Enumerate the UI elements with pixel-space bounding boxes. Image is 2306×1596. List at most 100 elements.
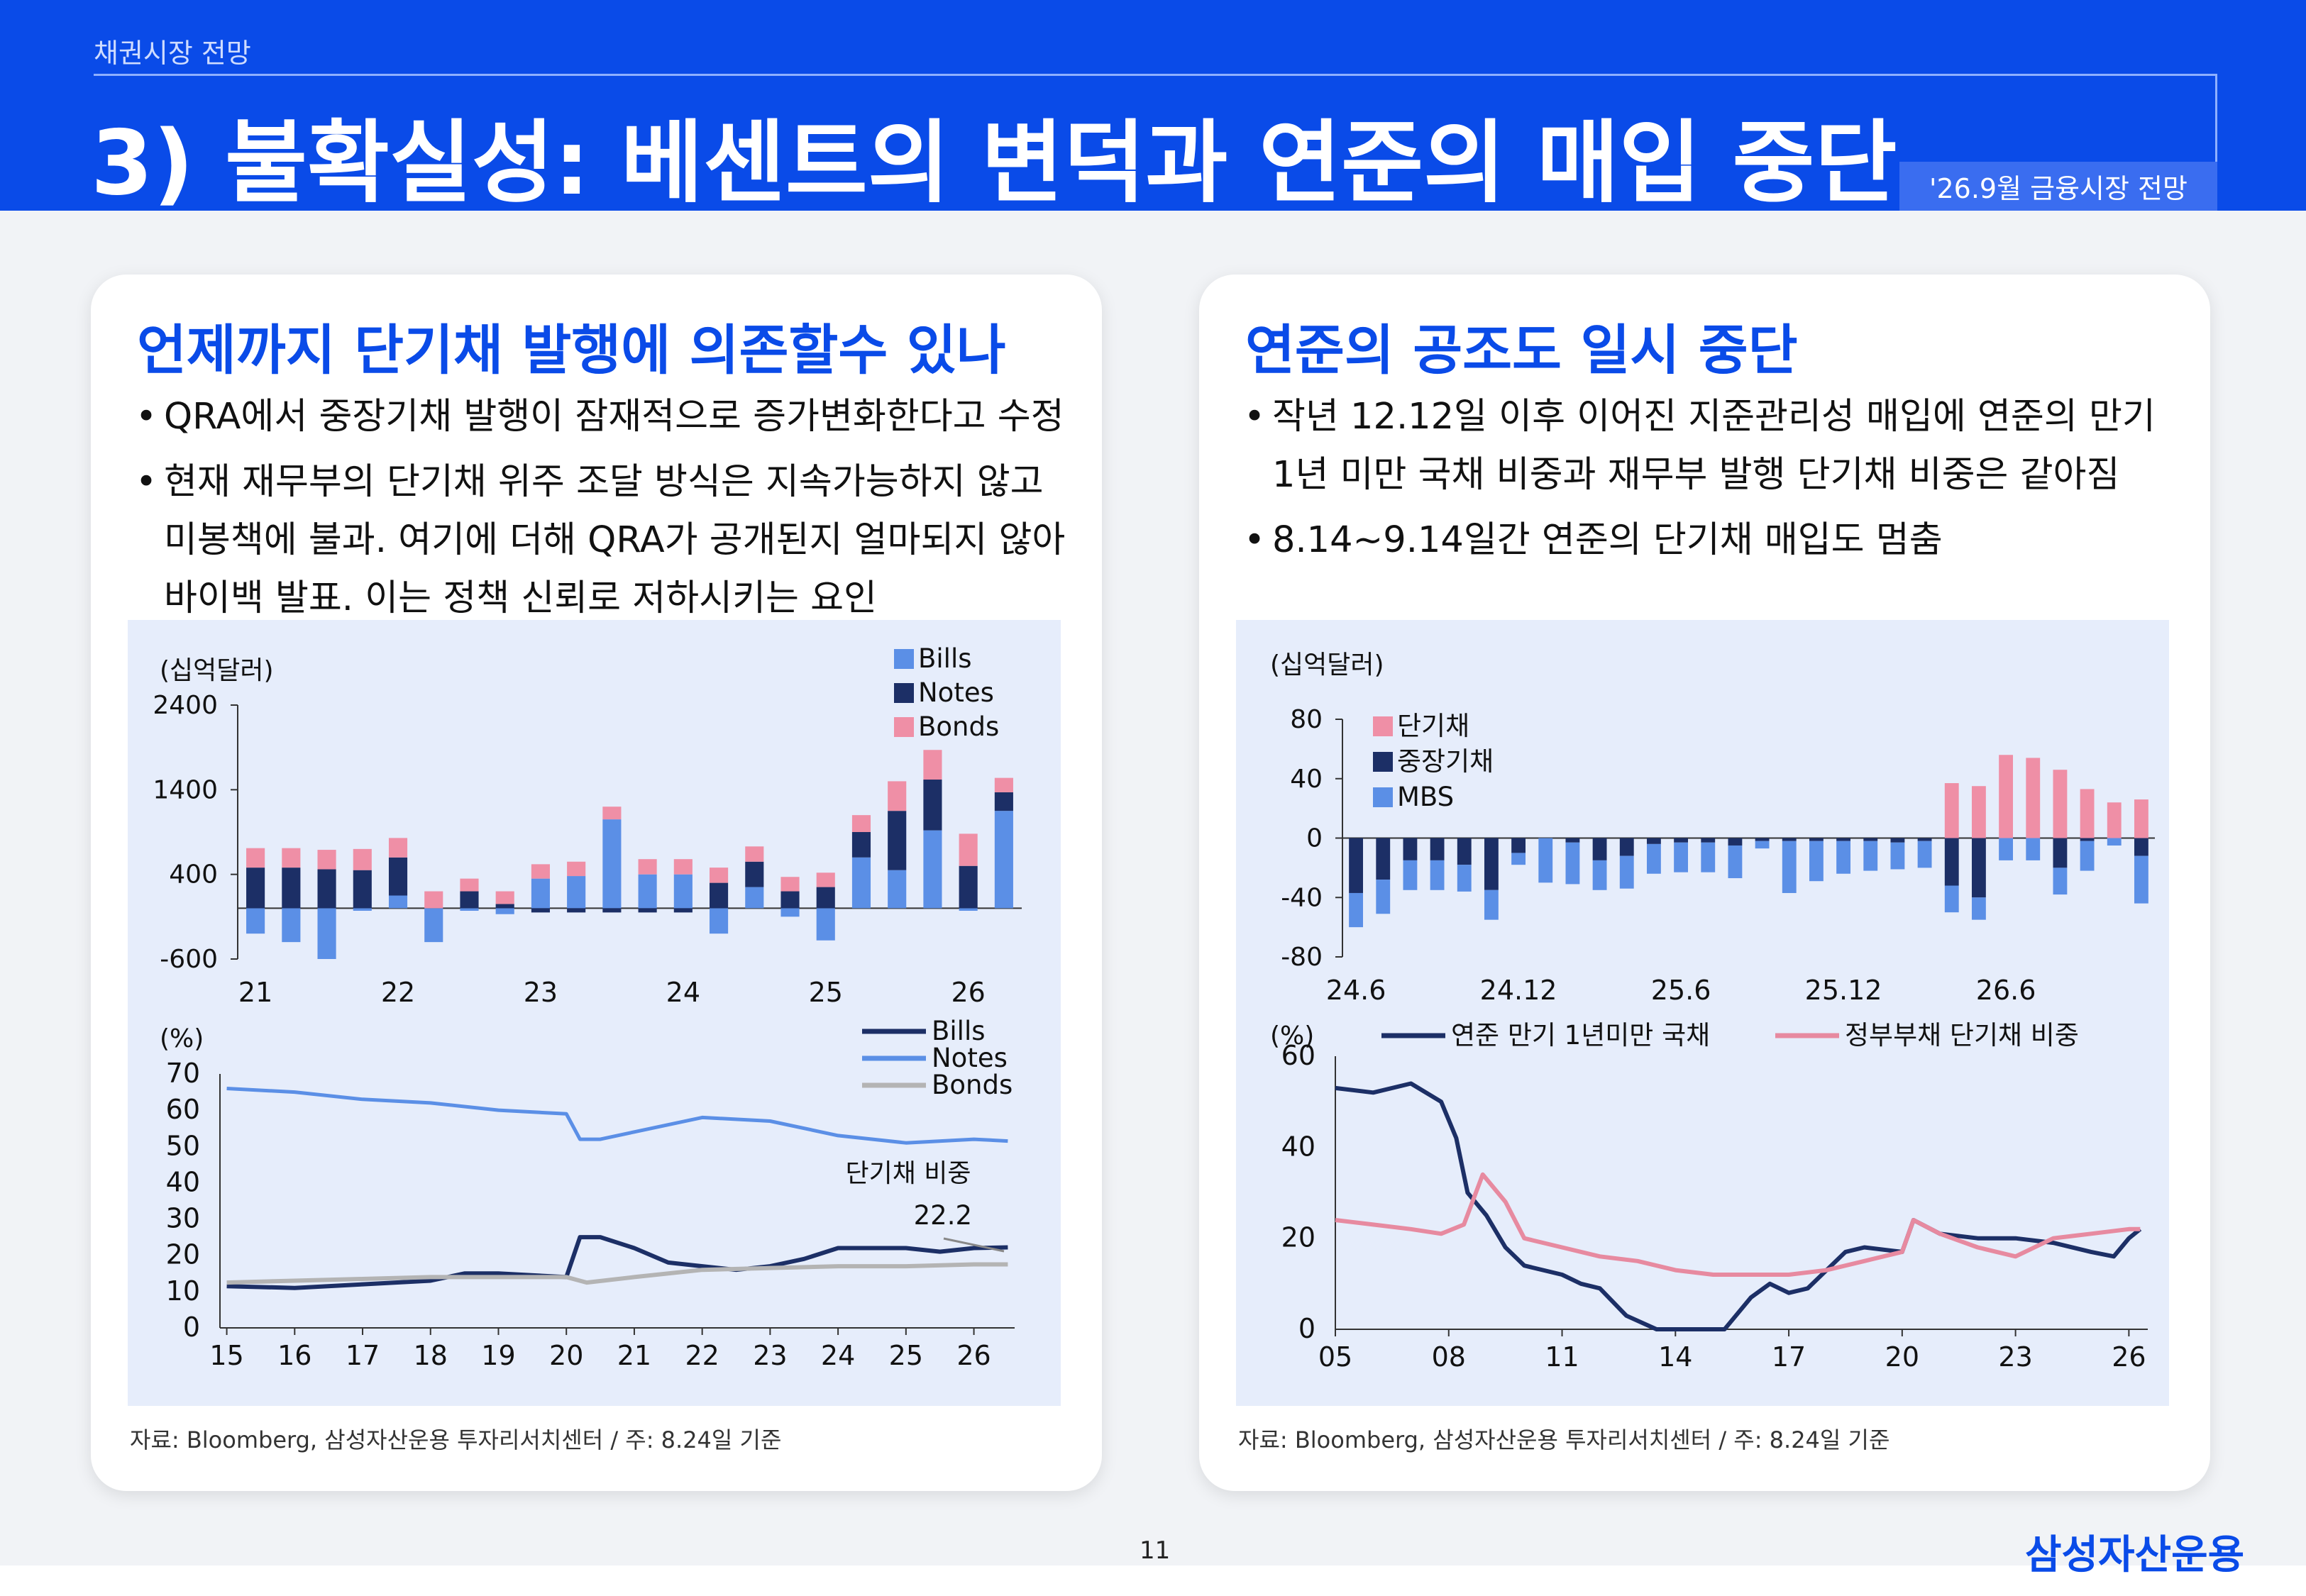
bar-segment-중장기채 <box>1376 838 1391 880</box>
bar-segment-Notes <box>710 882 729 909</box>
left-chart-box: 2400 1400 400 -600 21 22 23 24 25 26 (십억달러) Bills No… <box>128 620 1061 1406</box>
unit-label: (십억달러) <box>160 656 274 685</box>
bar-segment-Notes <box>780 891 800 909</box>
x-tick-label: 26 <box>2112 1341 2146 1373</box>
bar-segment-중장기채 <box>1917 838 1932 841</box>
right-chart-box: 80 40 0 -40 -80 24.6 24.12 25.6 25.12 26.6 (십억달러) 단… <box>1236 620 2169 1406</box>
bar-segment-Bills <box>888 870 907 909</box>
bar-segment-MBS <box>1999 838 2014 860</box>
x-tick-label: 20 <box>549 1340 583 1371</box>
bar-segment-단기채 <box>2107 802 2122 838</box>
y-tick-label: 50 <box>166 1130 200 1161</box>
bar-segment-Notes <box>851 832 871 858</box>
x-tick-label: 24.12 <box>1480 975 1557 1006</box>
bar-segment-Bonds <box>888 781 907 811</box>
series-line-연준 만기 1년미만 국채 <box>1335 1081 2142 1331</box>
bar-segment-Notes <box>317 869 336 909</box>
x-tick-label: 08 <box>1432 1341 1466 1373</box>
x-tick-label: 18 <box>414 1340 448 1371</box>
bar-segment-Bills <box>495 908 514 914</box>
x-tick-label: 25.12 <box>1805 975 1882 1006</box>
x-tick-label: 25 <box>809 977 843 1008</box>
page-number: 11 <box>1140 1536 1171 1565</box>
bar-segment-Bonds <box>638 859 657 875</box>
x-tick-label: 11 <box>1545 1341 1579 1373</box>
bar-segment-중장기채 <box>1592 838 1607 860</box>
bar-segment-Bonds <box>531 864 550 879</box>
bar-segment-중장기채 <box>1349 838 1364 893</box>
bar-segment-중장기채 <box>2053 838 2068 868</box>
bar-segment-MBS <box>2107 838 2122 846</box>
legend-label: Notes <box>918 677 994 708</box>
x-tick-label: 23 <box>524 977 558 1008</box>
x-tick-label: 21 <box>238 977 272 1008</box>
legend-label: Notes <box>932 1043 1008 1073</box>
bar-segment-MBS <box>1917 841 1932 868</box>
legend-swatch <box>1373 716 1393 736</box>
bar-segment-단기채 <box>2134 799 2148 838</box>
right-panel: 연준의 공조도 일시 중단 작년 12.12일 이후 이어진 지준관리성 매입에… <box>1199 275 2210 1491</box>
bar-segment-중장기채 <box>1809 838 1824 841</box>
x-tick-label: 15 <box>209 1340 243 1371</box>
y-tick-label: 30 <box>166 1203 200 1234</box>
bar-segment-단기채 <box>2053 770 2068 838</box>
bar-segment-Notes <box>460 891 479 909</box>
right-bullet-list: 작년 12.12일 이후 이어진 지준관리성 매입에 연준의 만기 1년 미만 … <box>1238 388 2182 577</box>
bar-segment-중장기채 <box>1755 838 1770 841</box>
series-line-정부부채 단기채 비중 <box>1335 1172 2141 1277</box>
y-tick-label: 20 <box>166 1239 200 1270</box>
bar-segment-단기채 <box>1999 755 2014 838</box>
bar-segment-Bills <box>602 819 622 909</box>
bar-segment-MBS <box>1457 865 1472 892</box>
x-tick-label: 14 <box>1658 1341 1692 1373</box>
y-tick-label: -40 <box>1281 883 1323 912</box>
legend-label: 단기채 <box>1397 711 1469 741</box>
bar-segment-Bonds <box>567 861 586 877</box>
y-tick-label: 40 <box>1281 1131 1315 1162</box>
header-divider <box>94 74 2217 76</box>
x-tick-label: 21 <box>617 1340 651 1371</box>
legend-swatch <box>894 683 914 703</box>
bar-segment-MBS <box>1538 838 1553 883</box>
bar-segment-중장기채 <box>1511 838 1526 853</box>
bar-segment-중장기채 <box>1484 838 1499 890</box>
bar-segment-Bonds <box>851 815 871 832</box>
bar-segment-Bills <box>673 874 693 909</box>
legend-swatch <box>894 649 914 669</box>
x-tick-label: 17 <box>346 1340 380 1371</box>
header-divider-vertical <box>2215 74 2217 162</box>
series-line-Notes <box>226 1087 1008 1145</box>
x-tick-label: 26 <box>951 977 985 1008</box>
bar-segment-Notes <box>353 870 372 909</box>
x-tick-label: 22 <box>381 977 415 1008</box>
bar-segment-중장기채 <box>1403 838 1418 860</box>
legend-label: Bonds <box>918 711 999 742</box>
x-tick-label: 25 <box>889 1340 923 1371</box>
bar-segment-중장기채 <box>1836 838 1851 841</box>
bar-segment-Bills <box>710 908 729 934</box>
bar-segment-MBS <box>1755 841 1770 849</box>
bar-segment-MBS <box>1592 860 1607 890</box>
bar-segment-Bills <box>246 908 265 934</box>
bar-segment-Notes <box>246 868 265 909</box>
legend-label: MBS <box>1397 782 1454 812</box>
bar-segment-Notes <box>495 904 514 909</box>
bar-segment-단기채 <box>2080 789 2095 838</box>
y-tick-label: 20 <box>1281 1222 1315 1253</box>
bar-segment-Bonds <box>246 848 265 868</box>
bar-segment-MBS <box>1863 841 1878 871</box>
y-tick-label: -600 <box>160 945 218 974</box>
bar-segment-단기채 <box>1971 786 1986 838</box>
bar-segment-Bonds <box>816 872 835 887</box>
bar-segment-MBS <box>1890 842 1905 870</box>
bar-segment-MBS <box>2026 838 2041 860</box>
bar-segment-MBS <box>2053 868 2068 895</box>
annotation-value: 22.2 <box>914 1200 972 1231</box>
bar-segment-Bonds <box>424 891 443 909</box>
unit-label: (%) <box>160 1024 204 1053</box>
bar-segment-Notes <box>959 865 978 909</box>
bar-segment-MBS <box>2134 855 2148 904</box>
bar-segment-중장기채 <box>1457 838 1472 865</box>
